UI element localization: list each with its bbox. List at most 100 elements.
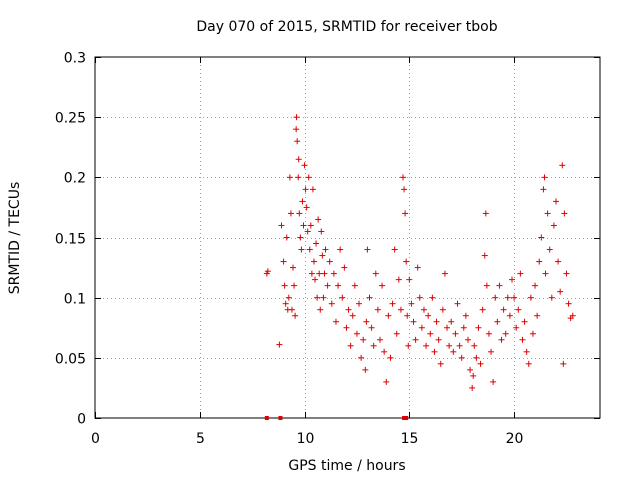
- data-point: [290, 264, 297, 271]
- data-point: [300, 222, 307, 229]
- data-point: [280, 258, 287, 265]
- data-point: [383, 378, 390, 385]
- axis-ticks: 0 0.05 0.1 0.15 0.2 0.25 0.3 0 5 10 15 20: [55, 51, 600, 447]
- data-point: [416, 294, 423, 301]
- data-point: [506, 312, 513, 319]
- data-point: [363, 318, 370, 325]
- data-point: [427, 330, 434, 337]
- data-point: [467, 366, 474, 373]
- data-point: [560, 360, 567, 367]
- data-point: [488, 348, 495, 355]
- data-point: [393, 330, 400, 337]
- data-point: [408, 300, 415, 307]
- data-point: [456, 342, 463, 349]
- data-point: [494, 318, 501, 325]
- data-point: [314, 294, 321, 301]
- data-point: [464, 336, 471, 343]
- data-point: [326, 258, 333, 265]
- data-point: [360, 336, 367, 343]
- data-point: [285, 294, 292, 301]
- data-point: [418, 324, 425, 331]
- data-point: [425, 312, 432, 319]
- data-point: [529, 330, 536, 337]
- chart-title: Day 070 of 2015, SRMTID for receiver tbo…: [196, 19, 497, 35]
- data-point: [552, 198, 559, 205]
- data-point: [343, 324, 350, 331]
- data-point: [315, 216, 322, 223]
- data-point: [471, 342, 478, 349]
- data-point: [517, 270, 524, 277]
- data-point: [295, 174, 302, 181]
- data-point: [454, 300, 461, 307]
- data-point: [321, 270, 328, 277]
- data-point: [470, 372, 477, 379]
- data-point: [565, 300, 572, 307]
- data-point: [317, 306, 324, 313]
- data-point: [569, 312, 576, 319]
- data-point: [307, 222, 314, 229]
- data-point: [282, 300, 289, 307]
- data-point: [504, 294, 511, 301]
- data-point: [401, 186, 408, 193]
- data-point: [538, 234, 545, 241]
- y-axis-label: SRMTID / TECUs: [7, 182, 23, 295]
- data-point: [508, 276, 515, 283]
- data-point: [358, 354, 365, 361]
- data-point: [291, 282, 298, 289]
- data-point: [498, 336, 505, 343]
- data-point: [540, 186, 547, 193]
- data-point: [319, 252, 326, 259]
- data-point: [351, 282, 358, 289]
- data-point: [304, 228, 311, 235]
- y-tick-label: 0.3: [64, 51, 86, 67]
- data-point: [450, 348, 457, 355]
- data-point: [423, 342, 430, 349]
- data-point: [288, 306, 295, 313]
- data-point: [496, 282, 503, 289]
- data-point: [561, 210, 568, 217]
- data-point: [429, 294, 436, 301]
- data-point: [550, 222, 557, 229]
- data-point: [294, 138, 301, 145]
- data-point: [347, 342, 354, 349]
- data-point: [328, 300, 335, 307]
- data-point: [353, 330, 360, 337]
- data-point: [368, 324, 375, 331]
- data-point: [544, 210, 551, 217]
- y-tick-label: 0.25: [55, 111, 86, 127]
- data-point: [374, 306, 381, 313]
- grid-lines: [95, 57, 600, 418]
- data-point: [339, 294, 346, 301]
- data-point: [458, 354, 465, 361]
- data-point: [511, 294, 518, 301]
- data-point: [297, 234, 304, 241]
- data-point: [437, 360, 444, 367]
- data-point: [548, 294, 555, 301]
- data-point: [362, 366, 369, 373]
- data-point: [299, 198, 306, 205]
- data-point: [513, 324, 520, 331]
- data-point: [293, 126, 300, 133]
- data-point: [309, 186, 316, 193]
- data-point: [405, 342, 412, 349]
- data-point: [402, 416, 407, 420]
- data-point: [482, 210, 489, 217]
- data-point: [345, 306, 352, 313]
- data-point: [330, 270, 337, 277]
- data-point: [320, 294, 327, 301]
- data-point: [435, 336, 442, 343]
- data-point: [563, 270, 570, 277]
- data-point: [546, 246, 553, 253]
- data-point: [387, 354, 394, 361]
- data-point: [303, 204, 310, 211]
- data-point: [500, 306, 507, 313]
- y-tick-label: 0.05: [55, 352, 86, 368]
- data-point: [391, 246, 398, 253]
- data-point: [298, 246, 305, 253]
- data-point: [276, 341, 283, 348]
- data-point: [278, 222, 285, 229]
- data-point: [492, 294, 499, 301]
- data-points: [263, 114, 576, 420]
- data-point: [385, 312, 392, 319]
